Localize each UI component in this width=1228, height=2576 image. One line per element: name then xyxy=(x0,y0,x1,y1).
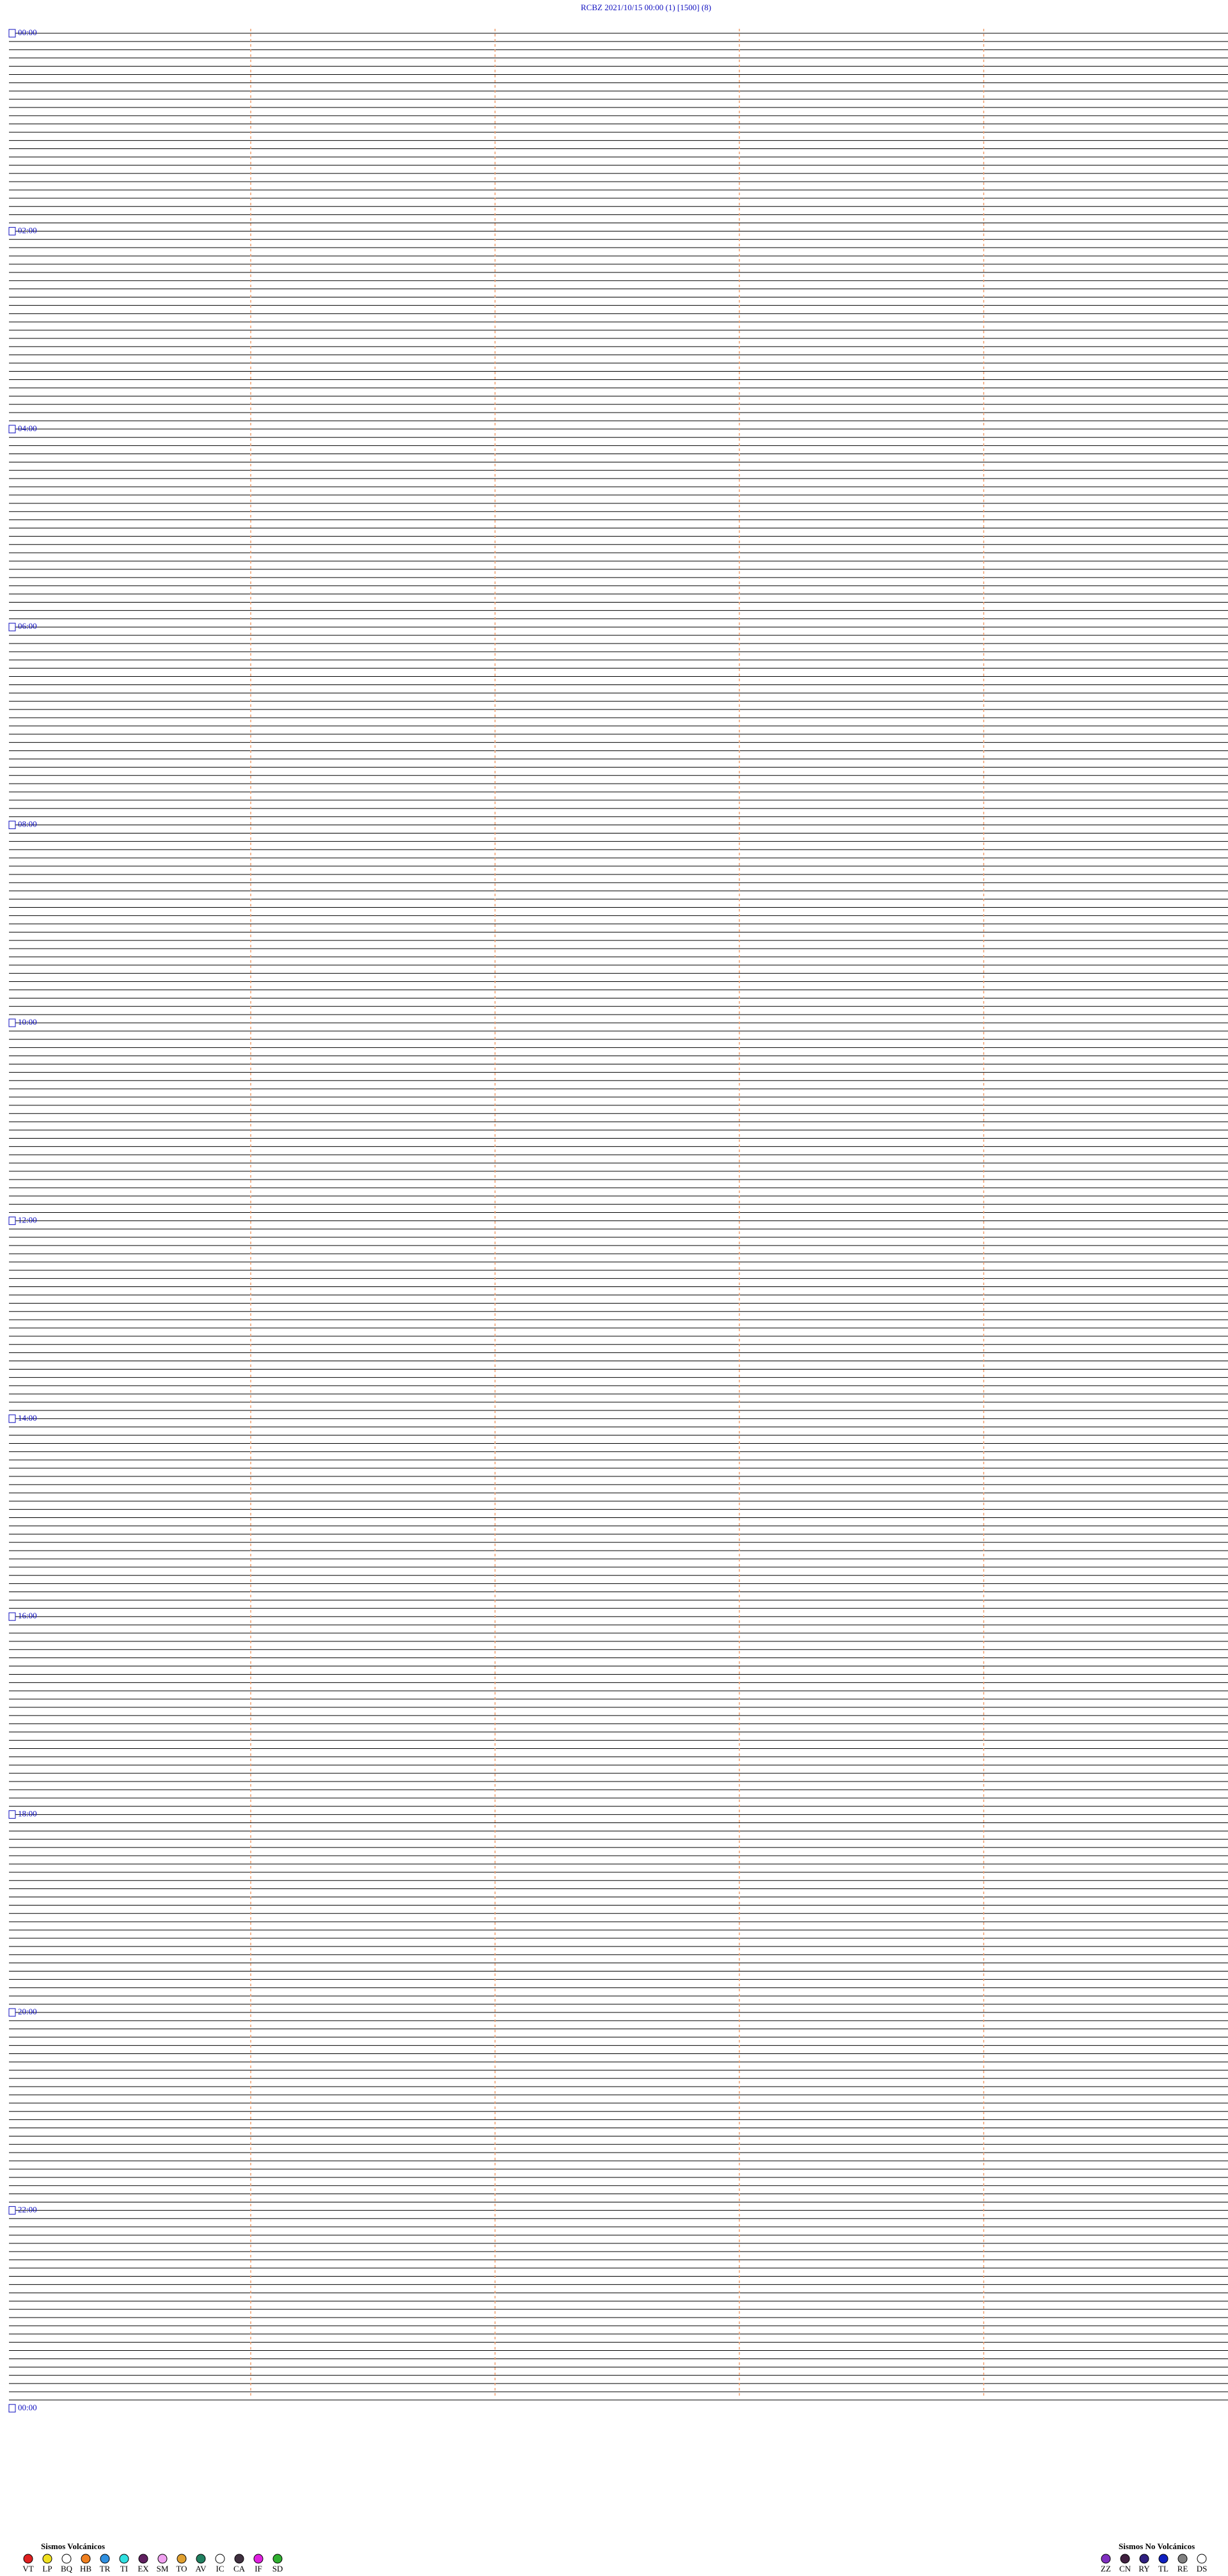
time-label-box xyxy=(8,226,16,235)
time-label: 08:00 xyxy=(18,819,37,829)
legend-swatch xyxy=(1158,2554,1169,2564)
legend-swatch xyxy=(23,2554,33,2564)
legend-code: LP xyxy=(42,2564,52,2573)
legend-code: SD xyxy=(272,2564,283,2573)
legend-swatch xyxy=(215,2554,225,2564)
time-label-box xyxy=(8,622,16,631)
legend-swatch xyxy=(1120,2554,1130,2564)
time-label-box xyxy=(8,29,16,38)
legend-code: TL xyxy=(1158,2564,1169,2573)
legend-code: HB xyxy=(80,2564,91,2573)
legend-code: SM xyxy=(157,2564,169,2573)
time-label-box xyxy=(8,1810,16,1819)
legend-code: EX xyxy=(138,2564,149,2573)
legend-code: ZZ xyxy=(1101,2564,1111,2573)
time-label: 20:00 xyxy=(18,2007,37,2016)
legend-code: RY xyxy=(1138,2564,1150,2573)
legend-swatch xyxy=(1139,2554,1149,2564)
legend-swatch xyxy=(196,2554,206,2564)
time-label-box xyxy=(8,1216,16,1225)
legend-swatch xyxy=(234,2554,244,2564)
legend-swatch xyxy=(253,2554,264,2564)
time-label-box xyxy=(8,1018,16,1027)
legend-swatch xyxy=(1177,2554,1188,2564)
time-label: 00:00 xyxy=(18,28,37,37)
legend-swatch xyxy=(177,2554,187,2564)
legend-code: CN xyxy=(1119,2564,1131,2573)
legend-title: Sismos Volcánicos xyxy=(41,2541,105,2551)
time-label-box xyxy=(8,2404,16,2413)
legend-code: TI xyxy=(120,2564,128,2573)
time-label: 14:00 xyxy=(18,1413,37,1423)
time-label-box xyxy=(8,1612,16,1621)
legend-code: RE xyxy=(1177,2564,1188,2573)
legend-swatch xyxy=(272,2554,283,2564)
legend-code: IC xyxy=(216,2564,224,2573)
legend-swatch xyxy=(1101,2554,1111,2564)
legend-code: AV xyxy=(195,2564,207,2573)
legend-code: IF xyxy=(255,2564,262,2573)
legend-swatch xyxy=(42,2554,52,2564)
time-label: 10:00 xyxy=(18,1017,37,1027)
legend-swatch xyxy=(157,2554,168,2564)
legend-code: VT xyxy=(22,2564,33,2573)
legend-code: TR xyxy=(100,2564,111,2573)
legend-swatch xyxy=(138,2554,148,2564)
time-label-box xyxy=(8,821,16,830)
legend-title: Sismos No Volcánicos xyxy=(1119,2541,1195,2551)
time-label: 18:00 xyxy=(18,1809,37,1819)
time-label: 22:00 xyxy=(18,2204,37,2214)
time-label-box xyxy=(8,2206,16,2215)
legend-swatch xyxy=(81,2554,91,2564)
time-label: 02:00 xyxy=(18,225,37,235)
time-label: 16:00 xyxy=(18,1611,37,1620)
legend-code: BQ xyxy=(61,2564,73,2573)
legend-swatch xyxy=(119,2554,129,2564)
time-label-box xyxy=(8,1414,16,1423)
time-label: 12:00 xyxy=(18,1215,37,1224)
time-label-box xyxy=(8,425,16,434)
legend-code: DS xyxy=(1197,2564,1208,2573)
title: RCBZ 2021/10/15 00:00 (1) [1500] (8) xyxy=(581,3,711,12)
legend-swatch xyxy=(100,2554,110,2564)
time-label-box xyxy=(8,2008,16,2017)
time-label: 04:00 xyxy=(18,423,37,433)
time-label: 06:00 xyxy=(18,621,37,631)
legend-code: CA xyxy=(233,2564,246,2573)
legend-code: TO xyxy=(176,2564,187,2573)
legend-swatch xyxy=(1197,2554,1207,2564)
time-label: 00:00 xyxy=(18,2403,37,2412)
legend-swatch xyxy=(61,2554,72,2564)
